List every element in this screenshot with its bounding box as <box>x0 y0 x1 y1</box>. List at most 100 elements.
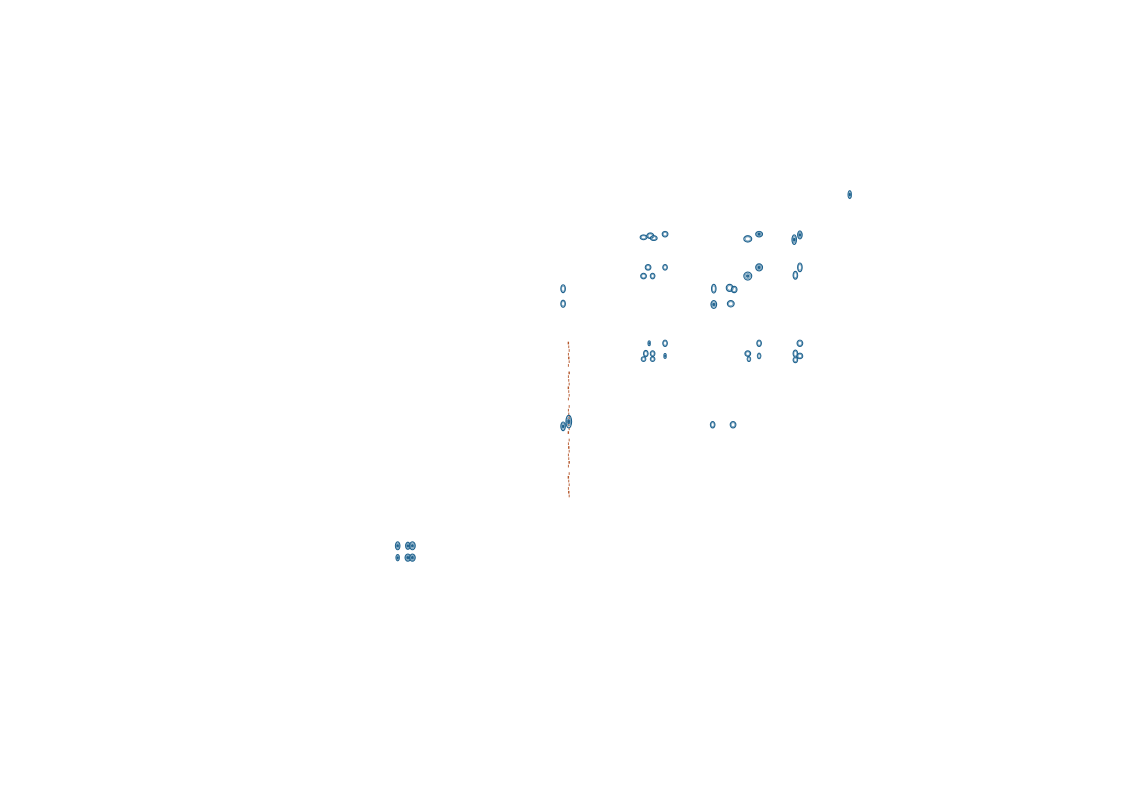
contour-level <box>662 231 668 237</box>
contour-peak <box>565 414 573 429</box>
contour-level <box>560 421 566 432</box>
contour-peak <box>726 300 735 308</box>
contour-level <box>755 230 764 238</box>
contour-level <box>756 264 762 271</box>
contour-peak <box>709 421 716 429</box>
contour-level <box>406 556 410 560</box>
contour-peak <box>755 230 764 238</box>
contour-level <box>663 340 668 346</box>
contour-level <box>744 273 751 280</box>
contour-level <box>757 353 761 359</box>
contour-core <box>411 544 414 547</box>
contour-level <box>566 416 572 427</box>
contour-peak <box>649 356 656 363</box>
contour-peak <box>642 349 649 358</box>
contour-core <box>758 233 760 235</box>
contour-level <box>560 299 566 308</box>
contour-peak <box>796 339 804 348</box>
contour-level <box>793 357 798 363</box>
contour-level <box>756 231 762 237</box>
contour-peak <box>797 230 803 240</box>
contour-core <box>562 425 564 428</box>
contour-level <box>792 270 799 280</box>
contour-level <box>797 353 803 359</box>
contour-level <box>560 284 566 294</box>
contour-peak <box>649 235 658 242</box>
contour-peak <box>560 284 566 294</box>
contour-level <box>662 339 668 348</box>
contour-peak <box>797 262 803 273</box>
contour-level <box>651 236 657 241</box>
contour-peak <box>394 541 401 551</box>
contour-level <box>793 272 798 279</box>
contour-peak <box>649 272 656 280</box>
contour-core <box>746 275 749 277</box>
contour-core <box>799 234 801 236</box>
contour-level <box>792 356 799 364</box>
contour-level <box>755 263 764 272</box>
contour-level <box>410 542 415 549</box>
contour-level <box>394 541 401 551</box>
contour-level <box>411 556 414 560</box>
contour-level <box>792 236 797 244</box>
contour-level <box>744 236 751 242</box>
contour-peak <box>730 285 738 294</box>
contour-level <box>791 234 798 245</box>
contour-level <box>396 555 400 561</box>
contour-level <box>396 544 399 548</box>
contour-level <box>561 300 566 307</box>
contour-peak <box>710 300 718 310</box>
contour-core <box>793 238 795 241</box>
contour-level <box>641 273 646 279</box>
contour-level <box>649 356 656 363</box>
contour-level <box>395 553 400 562</box>
contour-level <box>567 419 571 425</box>
contour-peak <box>640 356 647 363</box>
contour-level <box>797 340 803 346</box>
contour-core <box>713 303 715 306</box>
contour-level <box>640 235 647 240</box>
contour-peak <box>662 264 668 271</box>
contour-peak <box>395 553 400 562</box>
contour-peak <box>756 352 762 360</box>
peak-contours <box>394 190 852 562</box>
contour-peak <box>796 352 804 360</box>
contour-core <box>411 556 414 559</box>
contour-level <box>561 423 566 430</box>
contour-level <box>847 190 852 200</box>
contour-core <box>397 556 399 559</box>
contour-level <box>797 262 803 273</box>
contour-level <box>747 357 751 362</box>
contour-peak <box>746 356 752 363</box>
contour-level <box>731 286 737 293</box>
contour-core <box>758 266 760 269</box>
contour-level <box>409 553 416 562</box>
contour-level <box>798 233 802 237</box>
contour-core <box>648 342 650 344</box>
contour-peak <box>791 234 798 245</box>
contour-level <box>711 285 716 293</box>
contour-level <box>396 556 399 560</box>
contour-level <box>712 302 716 307</box>
contour-level <box>710 300 718 310</box>
contour-core <box>568 420 570 423</box>
contour-level <box>756 339 762 348</box>
contour-level <box>642 349 649 358</box>
contour-level <box>710 422 715 428</box>
contour-peak <box>792 356 799 364</box>
contour-level <box>743 235 753 243</box>
contour-level <box>395 542 400 549</box>
contour-peak <box>729 421 737 429</box>
contour-level <box>649 235 658 242</box>
contour-level <box>411 544 414 548</box>
contour-level <box>410 554 415 561</box>
contour-level <box>848 192 851 197</box>
contour-level <box>710 283 717 294</box>
contour-peak <box>847 190 852 200</box>
contour-core <box>407 545 409 547</box>
contour-level <box>757 340 762 346</box>
contour-peak <box>560 421 566 432</box>
contour-level <box>757 232 761 236</box>
contour-level <box>756 352 762 360</box>
